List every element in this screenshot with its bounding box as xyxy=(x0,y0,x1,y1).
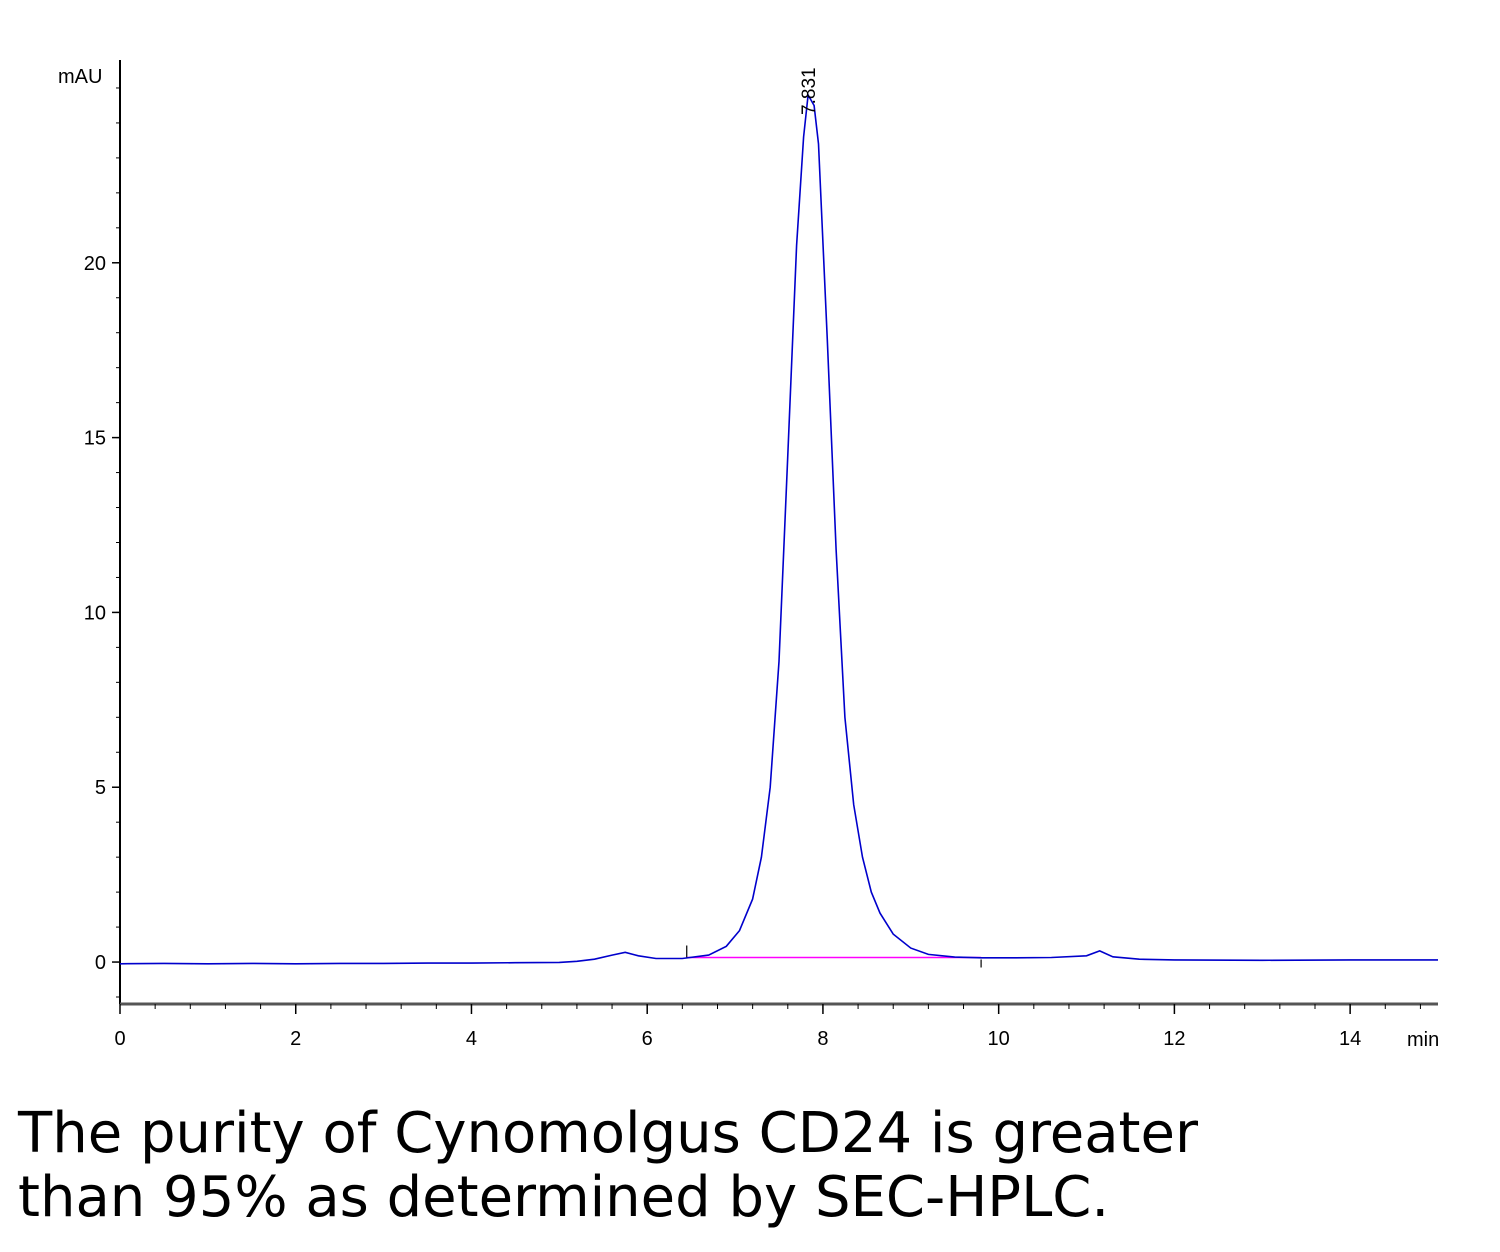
y-axis-label: mAU xyxy=(58,66,102,88)
x-tick-label: 14 xyxy=(1339,1028,1361,1050)
x-tick-label: 12 xyxy=(1163,1028,1185,1050)
y-tick-label: 5 xyxy=(95,777,106,799)
tick-labels: 0 2 4 6 8 10 12 14 0 5 10 15 20 xyxy=(84,253,1362,1050)
y-tick-label: 10 xyxy=(84,602,106,624)
integration-marks xyxy=(686,945,982,968)
caption: The purity of Cynomolgus CD24 is greater… xyxy=(18,1102,1478,1230)
y-tick-label: 0 xyxy=(95,952,106,974)
x-tick-label: 10 xyxy=(988,1028,1010,1050)
peak-label: 7.831 xyxy=(799,67,820,115)
x-axis-label: min xyxy=(1407,1029,1439,1051)
caption-line-2: than 95% as determined by SEC-HPLC. xyxy=(18,1165,1110,1230)
y-tick-label: 15 xyxy=(84,428,106,450)
x-tick-label: 2 xyxy=(290,1028,301,1050)
caption-line-1: The purity of Cynomolgus CD24 is greater xyxy=(18,1101,1198,1166)
y-tick-label: 20 xyxy=(84,253,106,275)
chromatogram-trace xyxy=(119,92,1438,965)
axis-ticks xyxy=(112,87,1421,1014)
x-tick-label: 0 xyxy=(114,1028,125,1050)
chromatogram-chart: 0 2 4 6 8 10 12 14 0 5 10 15 20 mAU min 7.831 xyxy=(58,60,1439,1051)
x-tick-label: 4 xyxy=(466,1028,477,1050)
x-tick-label: 8 xyxy=(817,1028,828,1050)
x-tick-label: 6 xyxy=(642,1028,653,1050)
